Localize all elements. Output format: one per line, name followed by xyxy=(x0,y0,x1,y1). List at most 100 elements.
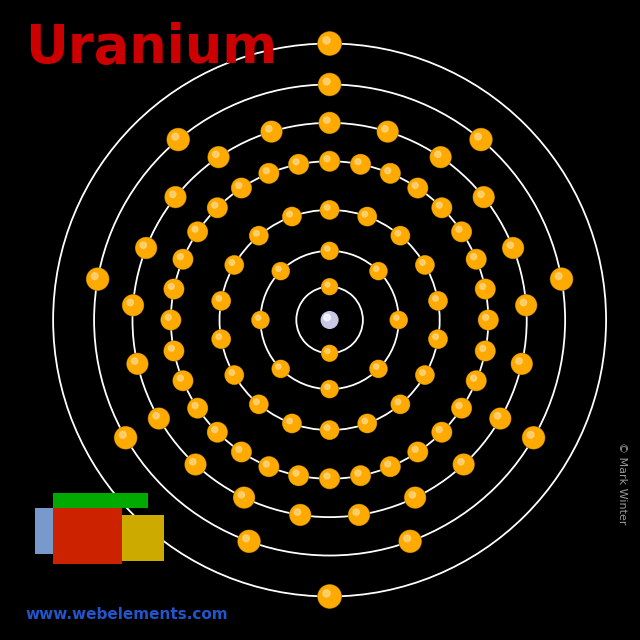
Circle shape xyxy=(452,398,472,418)
Circle shape xyxy=(516,358,522,364)
Circle shape xyxy=(351,154,371,174)
Circle shape xyxy=(467,371,486,390)
Circle shape xyxy=(420,370,426,376)
Circle shape xyxy=(433,334,438,339)
Circle shape xyxy=(381,125,388,132)
Circle shape xyxy=(172,133,179,140)
Circle shape xyxy=(188,398,207,418)
FancyBboxPatch shape xyxy=(122,515,164,561)
Circle shape xyxy=(456,403,462,408)
Circle shape xyxy=(358,208,376,225)
Circle shape xyxy=(177,375,183,381)
Circle shape xyxy=(255,315,261,321)
Circle shape xyxy=(527,431,534,438)
Circle shape xyxy=(404,487,426,508)
Circle shape xyxy=(283,415,301,432)
Circle shape xyxy=(430,147,451,168)
Circle shape xyxy=(266,125,272,132)
Circle shape xyxy=(408,179,427,197)
Circle shape xyxy=(236,446,242,452)
Circle shape xyxy=(290,504,310,525)
Circle shape xyxy=(321,381,338,397)
Circle shape xyxy=(189,458,196,465)
Circle shape xyxy=(408,178,428,198)
Circle shape xyxy=(370,360,387,378)
Circle shape xyxy=(212,151,219,157)
Circle shape xyxy=(170,191,176,198)
Circle shape xyxy=(250,395,268,413)
Circle shape xyxy=(115,428,136,448)
Circle shape xyxy=(318,585,341,608)
Circle shape xyxy=(253,230,259,236)
Circle shape xyxy=(452,222,472,242)
Circle shape xyxy=(511,353,532,374)
Circle shape xyxy=(259,457,278,476)
Circle shape xyxy=(289,154,308,174)
Circle shape xyxy=(161,310,180,330)
Circle shape xyxy=(225,366,243,384)
Circle shape xyxy=(516,295,536,316)
Circle shape xyxy=(432,198,452,218)
Circle shape xyxy=(475,133,481,140)
Circle shape xyxy=(259,164,278,183)
Circle shape xyxy=(131,358,138,364)
Circle shape xyxy=(185,454,206,475)
Circle shape xyxy=(167,129,189,150)
Circle shape xyxy=(161,310,180,330)
Circle shape xyxy=(502,237,524,259)
Circle shape xyxy=(381,164,400,183)
Circle shape xyxy=(516,295,536,316)
Circle shape xyxy=(320,469,339,488)
Circle shape xyxy=(168,284,174,289)
Circle shape xyxy=(349,505,369,525)
Circle shape xyxy=(239,531,260,552)
Circle shape xyxy=(212,330,230,348)
Circle shape xyxy=(319,74,340,95)
Circle shape xyxy=(551,269,572,290)
Circle shape xyxy=(476,279,495,299)
Circle shape xyxy=(276,266,281,271)
Circle shape xyxy=(250,396,268,413)
Circle shape xyxy=(476,280,495,298)
Circle shape xyxy=(416,256,434,274)
FancyBboxPatch shape xyxy=(53,508,122,564)
Circle shape xyxy=(399,531,420,552)
Circle shape xyxy=(225,256,243,274)
Circle shape xyxy=(523,428,544,448)
Circle shape xyxy=(319,586,340,607)
Circle shape xyxy=(229,370,235,376)
Circle shape xyxy=(253,399,259,404)
Circle shape xyxy=(520,300,527,306)
Circle shape xyxy=(287,211,292,217)
Circle shape xyxy=(381,457,400,476)
Circle shape xyxy=(273,361,289,377)
Circle shape xyxy=(476,342,495,360)
Circle shape xyxy=(321,421,339,439)
Circle shape xyxy=(408,442,428,462)
Circle shape xyxy=(370,262,387,280)
Circle shape xyxy=(324,314,330,321)
Circle shape xyxy=(127,300,133,306)
Circle shape xyxy=(321,421,339,439)
Circle shape xyxy=(476,341,495,361)
Circle shape xyxy=(212,292,230,310)
Circle shape xyxy=(294,509,301,515)
Circle shape xyxy=(291,505,310,525)
Circle shape xyxy=(321,201,339,219)
Circle shape xyxy=(467,250,486,269)
Circle shape xyxy=(289,155,308,173)
Circle shape xyxy=(324,246,330,252)
Circle shape xyxy=(212,292,230,310)
Text: www.webelements.com: www.webelements.com xyxy=(26,607,228,622)
Circle shape xyxy=(293,159,299,164)
Circle shape xyxy=(470,129,492,150)
Circle shape xyxy=(452,223,471,241)
Circle shape xyxy=(470,253,477,260)
Circle shape xyxy=(390,312,407,328)
Circle shape xyxy=(127,353,148,374)
Circle shape xyxy=(164,342,183,360)
Circle shape xyxy=(416,256,434,274)
Circle shape xyxy=(127,354,147,374)
Circle shape xyxy=(503,238,523,258)
Circle shape xyxy=(381,164,400,183)
